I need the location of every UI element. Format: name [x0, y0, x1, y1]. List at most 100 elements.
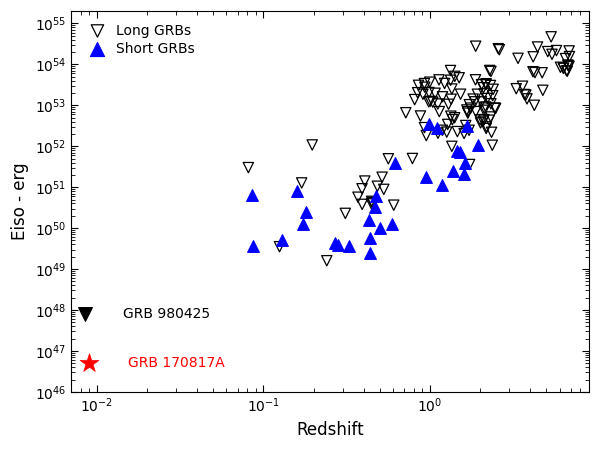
Long GRBs [475, 116, 485, 123]
Long GRBs [511, 85, 521, 92]
Short GRBs [371, 193, 380, 200]
Long GRBs [477, 98, 487, 105]
Long GRBs [322, 257, 332, 264]
Long GRBs [424, 98, 434, 105]
Long GRBs [442, 129, 452, 136]
Long GRBs [513, 55, 523, 62]
Long GRBs [357, 185, 367, 192]
Long GRBs [421, 132, 431, 139]
Long GRBs [448, 116, 457, 123]
Long GRBs [538, 87, 548, 94]
Long GRBs [482, 95, 492, 102]
Long GRBs [469, 95, 478, 103]
Long GRBs [486, 68, 496, 75]
Long GRBs [341, 210, 350, 217]
Long GRBs [373, 183, 382, 190]
Long GRBs [461, 122, 470, 129]
Long GRBs [518, 83, 527, 90]
Text: GRB 980425: GRB 980425 [124, 307, 211, 321]
Short GRBs [344, 242, 353, 249]
Short GRBs [292, 188, 302, 195]
Long GRBs [434, 76, 444, 84]
Long GRBs [430, 90, 440, 97]
Long GRBs [565, 47, 574, 54]
Long GRBs [440, 80, 449, 87]
Long GRBs [447, 143, 457, 150]
Long GRBs [360, 177, 370, 184]
Long GRBs [530, 102, 539, 109]
Long GRBs [434, 108, 444, 115]
Short GRBs [365, 234, 375, 242]
Long GRBs [562, 68, 571, 75]
Long GRBs [419, 80, 429, 87]
Long GRBs [368, 199, 377, 206]
Long GRBs [485, 82, 495, 89]
Long GRBs [563, 62, 572, 69]
Long GRBs [556, 64, 565, 71]
Long GRBs [307, 141, 317, 149]
Long GRBs [465, 161, 475, 168]
Long GRBs [564, 63, 574, 70]
Long GRBs [565, 53, 574, 60]
Long GRBs [521, 91, 530, 99]
Long GRBs [481, 81, 491, 88]
Short GRBs [437, 181, 447, 188]
Long GRBs [377, 174, 387, 181]
Long GRBs [490, 104, 500, 112]
Long GRBs [358, 201, 367, 208]
Long GRBs [547, 33, 556, 40]
Long GRBs [488, 92, 497, 99]
Long GRBs [454, 74, 464, 81]
Long GRBs [418, 90, 428, 98]
Long GRBs [494, 46, 504, 54]
Short GRBs [248, 243, 257, 250]
Long GRBs [437, 93, 447, 100]
Short GRBs [448, 167, 458, 175]
Long GRBs [487, 142, 497, 149]
Long GRBs [477, 81, 487, 88]
Long GRBs [487, 129, 496, 136]
X-axis label: Redshift: Redshift [296, 421, 364, 439]
Short GRBs [452, 147, 462, 154]
Long GRBs [538, 69, 547, 76]
Long GRBs [379, 186, 389, 193]
Long GRBs [410, 96, 419, 103]
Long GRBs [486, 100, 496, 108]
Long GRBs [407, 155, 417, 162]
Short GRBs [421, 173, 431, 180]
Long GRBs [463, 109, 473, 117]
Long GRBs [481, 104, 491, 111]
Long GRBs [485, 67, 494, 74]
Long GRBs [425, 98, 435, 105]
Short GRBs [387, 220, 397, 228]
Long GRBs [551, 47, 561, 54]
Long GRBs [389, 202, 398, 209]
Long GRBs [479, 90, 489, 98]
Long GRBs [413, 89, 422, 96]
Long GRBs [433, 100, 443, 108]
Long GRBs [479, 84, 488, 91]
Long GRBs [275, 243, 284, 250]
Long GRBs [543, 48, 553, 55]
Short GRBs [461, 159, 470, 166]
Long GRBs [437, 127, 447, 134]
Long GRBs [456, 90, 466, 98]
Long GRBs [478, 117, 488, 125]
Short GRBs [330, 239, 340, 247]
Long GRBs [433, 130, 443, 137]
Long GRBs [564, 63, 574, 70]
Long GRBs [450, 73, 460, 80]
Short GRBs [455, 149, 465, 156]
Long GRBs [470, 98, 479, 105]
Long GRBs [486, 113, 496, 121]
Long GRBs [484, 117, 494, 124]
Short GRBs [459, 171, 469, 178]
Short GRBs [247, 191, 257, 198]
Long GRBs [297, 180, 307, 187]
Long GRBs [488, 86, 498, 93]
Long GRBs [479, 116, 489, 123]
Short GRBs [432, 124, 442, 131]
Long GRBs [367, 198, 376, 205]
Long GRBs [464, 101, 474, 108]
Text: GRB 170817A: GRB 170817A [128, 356, 224, 370]
